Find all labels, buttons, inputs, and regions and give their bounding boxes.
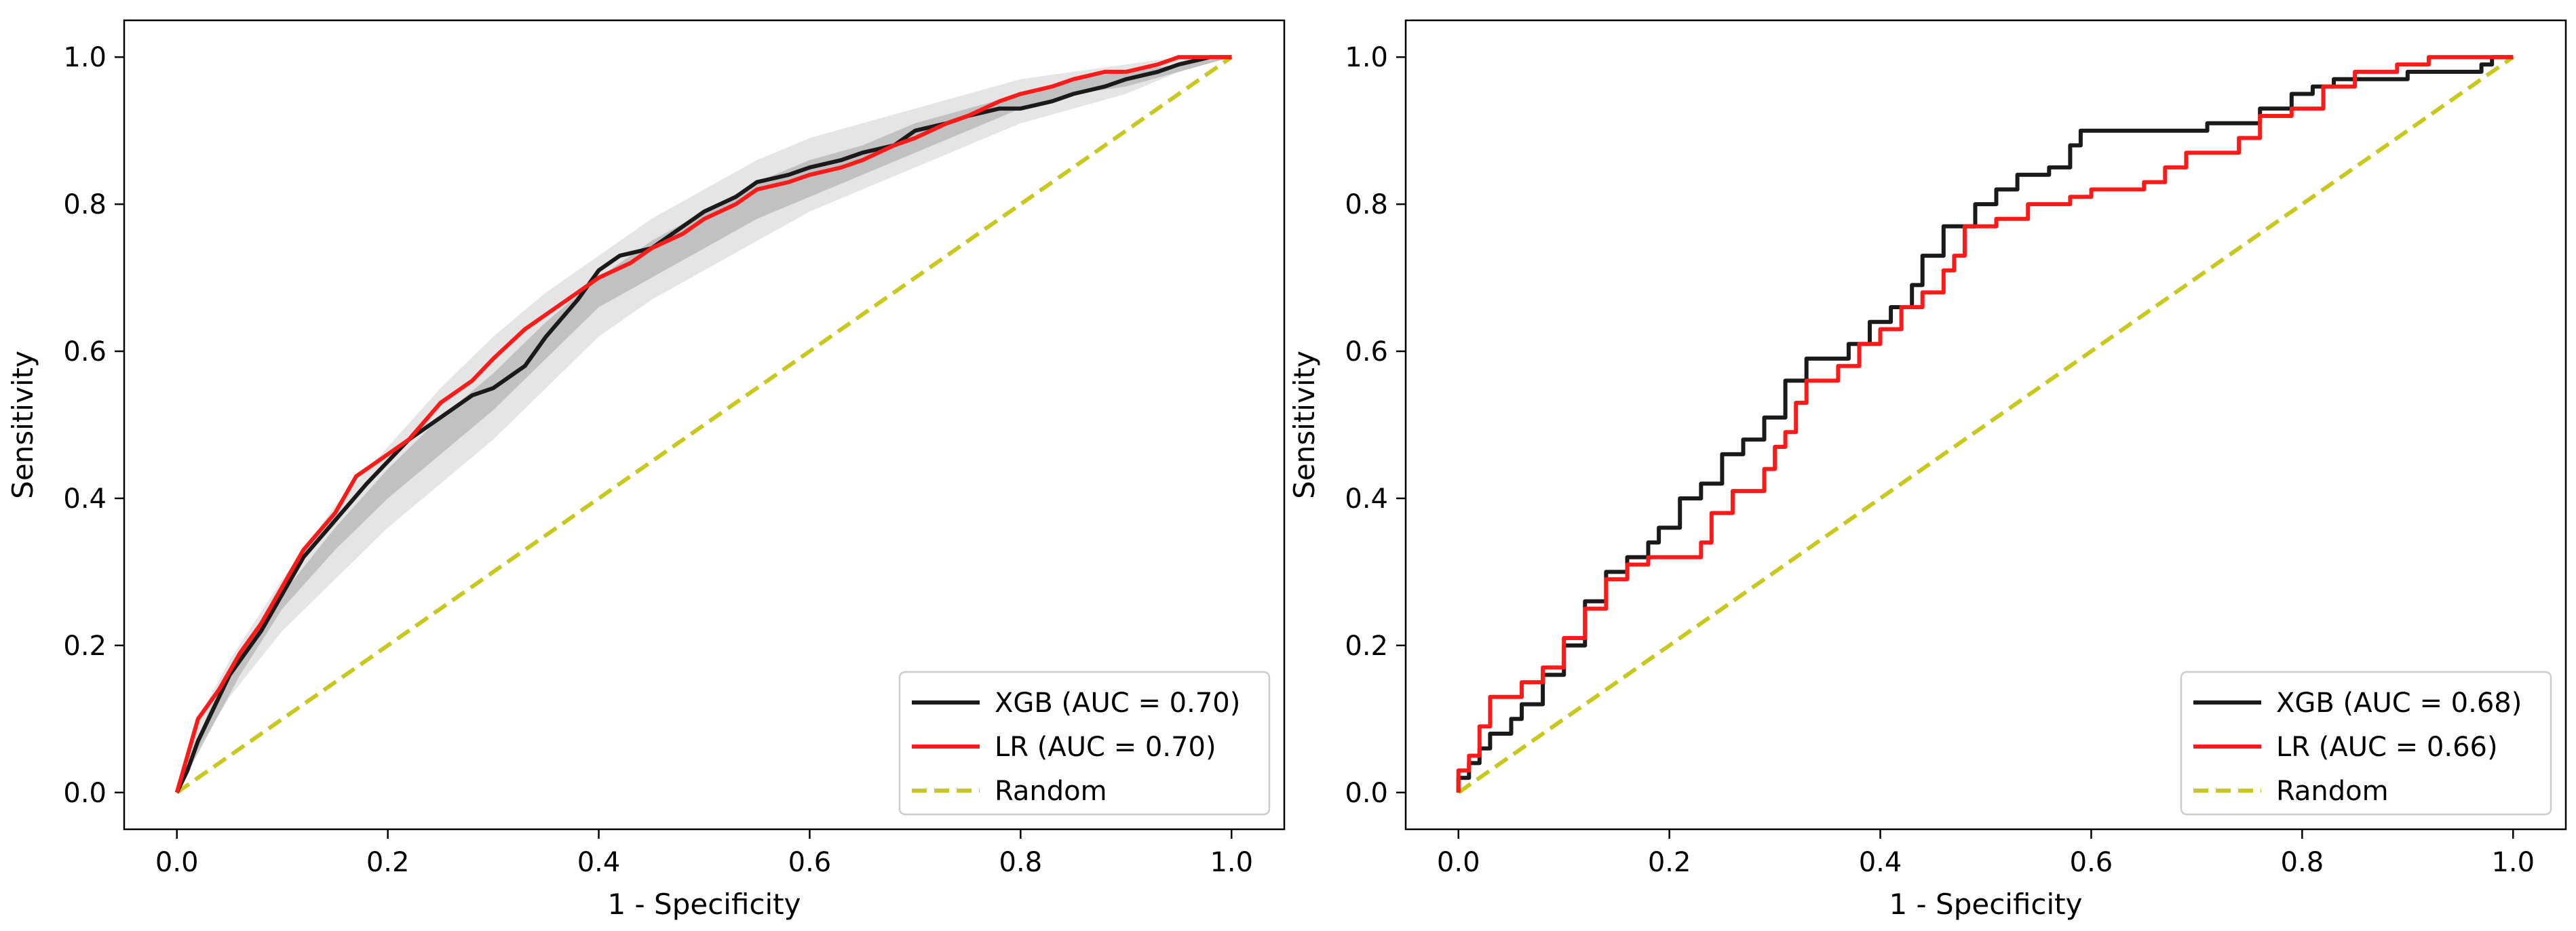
legend-entry-label: Random xyxy=(2276,776,2389,807)
series-line-2 xyxy=(1457,55,2515,795)
y-tick-label: 0.4 xyxy=(1345,483,1388,515)
legend-entry-label: LR (AUC = 0.66) xyxy=(2276,732,2498,763)
y-tick-label: 0.8 xyxy=(1345,189,1388,220)
y-tick-label: 0.4 xyxy=(63,483,107,515)
y-tick-label: 0.2 xyxy=(63,631,107,662)
x-tick-label: 0.6 xyxy=(788,847,832,878)
y-tick-label: 0.2 xyxy=(1345,631,1388,662)
series-line-0 xyxy=(174,55,1232,794)
x-tick-label: 0.0 xyxy=(1437,847,1480,878)
legend: XGB (AUC = 0.70) LR (AUC = 0.70) Random xyxy=(898,671,1271,816)
legend-box xyxy=(2180,671,2552,816)
y-tick-label: 0.6 xyxy=(1345,336,1388,368)
y-tick-label: 0.0 xyxy=(63,778,107,809)
x-tick-label: 0.8 xyxy=(2281,847,2324,878)
legend-entry-label: Random xyxy=(995,776,1107,807)
x-tick-label: 1.0 xyxy=(1210,847,1253,878)
x-tick-label: 0.6 xyxy=(2070,847,2113,878)
x-tick-label: 0.4 xyxy=(1859,847,1902,878)
legend-box xyxy=(898,671,1271,816)
y-tick-label: 0.6 xyxy=(63,336,107,368)
series-line-1 xyxy=(1456,55,2514,793)
legend-entry-label: LR (AUC = 0.70) xyxy=(995,732,1216,763)
legend-entry-label: XGB (AUC = 0.68) xyxy=(2276,688,2522,719)
x-tick-label: 0.4 xyxy=(577,847,621,878)
legend-entry-label: XGB (AUC = 0.70) xyxy=(995,688,1240,719)
x-tick-label: 0.2 xyxy=(366,847,410,878)
roc-panel-left: 0.0 0.2 0.4 0.6 0.8 1.0 0.0 0.2 0.4 0.6 0.8 1.0 1 - … xyxy=(6,19,1286,921)
legend: XGB (AUC = 0.68) LR (AUC = 0.66) Random xyxy=(2180,671,2552,816)
x-axis-label: 1 - Specificity xyxy=(1889,888,2082,921)
y-tick-label: 1.0 xyxy=(1345,42,1388,73)
roc-panel-right: 0.0 0.2 0.4 0.6 0.8 1.0 0.0 0.2 0.4 0.6 0.8 1.0 1 - … xyxy=(1288,19,2567,921)
series-line-1 xyxy=(174,55,1232,793)
x-axis-label: 1 - Specificity xyxy=(607,888,801,921)
y-tick-label: 0.8 xyxy=(63,189,107,220)
y-axis-label: Sensitivity xyxy=(6,351,39,499)
x-tick-label: 1.0 xyxy=(2491,847,2535,878)
confidence-band-0 xyxy=(176,57,1232,793)
axes-frame xyxy=(123,19,1286,831)
series-line-2 xyxy=(175,55,1233,795)
x-tick-label: 0.8 xyxy=(999,847,1043,878)
x-tick-label: 0.0 xyxy=(155,847,199,878)
axes-frame xyxy=(1404,19,2567,831)
y-tick-label: 0.0 xyxy=(1345,778,1388,809)
y-tick-label: 1.0 xyxy=(63,42,107,73)
x-tick-label: 0.2 xyxy=(1648,847,1691,878)
y-axis-label: Sensitivity xyxy=(1288,351,1321,499)
